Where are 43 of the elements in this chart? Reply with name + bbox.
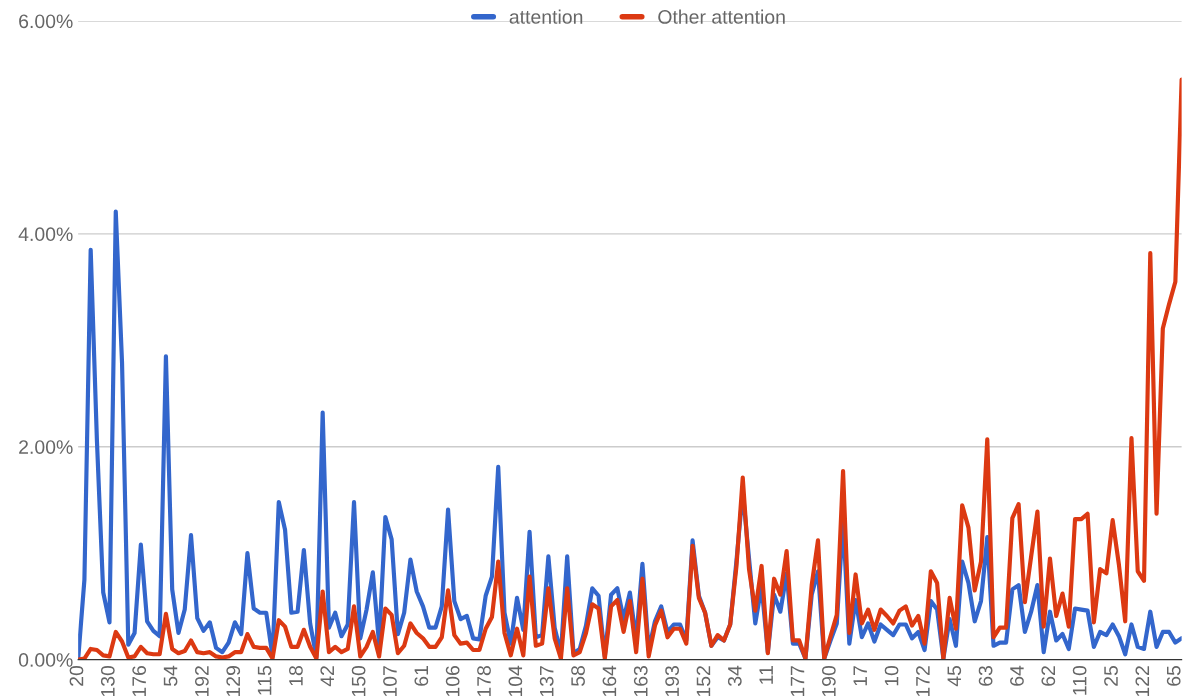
x-tick-label: 54 — [163, 665, 178, 687]
x-tick-label: 10 — [884, 665, 899, 686]
y-tick-label: 0.00% — [18, 653, 73, 667]
x-tick-label: 107 — [383, 666, 397, 697]
x-tick-label: 63 — [978, 666, 993, 686]
x-tick-label: 177 — [790, 666, 805, 697]
y-tick-label: 6.00% — [19, 14, 73, 29]
y-tick-label: 4.00% — [18, 227, 73, 242]
x-tick-label: 115 — [257, 665, 272, 695]
x-tick-label: 163 — [633, 666, 648, 697]
x-tick-label: 172 — [916, 666, 930, 697]
x-tick-label: 193 — [665, 666, 679, 697]
x-tick-label: 45 — [947, 665, 962, 687]
x-tick-label: 34 — [727, 665, 742, 687]
x-tick-label: 192 — [194, 666, 209, 697]
x-tick-label: 18 — [289, 666, 303, 686]
x-tick-label: 190 — [821, 665, 836, 697]
x-tick-label: 164 — [602, 665, 617, 697]
x-tick-label: 106 — [445, 666, 460, 697]
y-tick-label: 2.00% — [19, 440, 73, 454]
x-tick-label: 65 — [1166, 665, 1181, 686]
x-tick-label: 64 — [1010, 665, 1024, 686]
x-tick-label: 178 — [477, 666, 491, 697]
x-tick-label: 176 — [132, 666, 147, 697]
x-tick-label: 58 — [571, 666, 585, 687]
x-tick-label: 122 — [1135, 666, 1150, 697]
line-series — [78, 77, 1182, 660]
x-tick-label: 20 — [69, 665, 84, 686]
x-tick-label: 150 — [351, 665, 366, 697]
x-tick-label: 42 — [320, 666, 334, 687]
x-tick-label: 62 — [1041, 666, 1056, 686]
x-tick-label: 11 — [759, 666, 773, 684]
x-tick-label: 17 — [853, 666, 867, 686]
x-tick-label: 129 — [226, 666, 241, 697]
x-tick-label: 110 — [1072, 665, 1087, 695]
x-tick-label: 104 — [508, 665, 523, 697]
legend-label: attention — [509, 9, 583, 24]
x-tick-label: 152 — [696, 666, 711, 697]
legend-label: Other attention — [658, 9, 785, 24]
x-tick-label: 61 — [414, 666, 429, 686]
x-tick-label: 25 — [1104, 665, 1118, 686]
x-tick-label: 137 — [539, 666, 554, 697]
x-tick-label: 130 — [100, 665, 115, 697]
